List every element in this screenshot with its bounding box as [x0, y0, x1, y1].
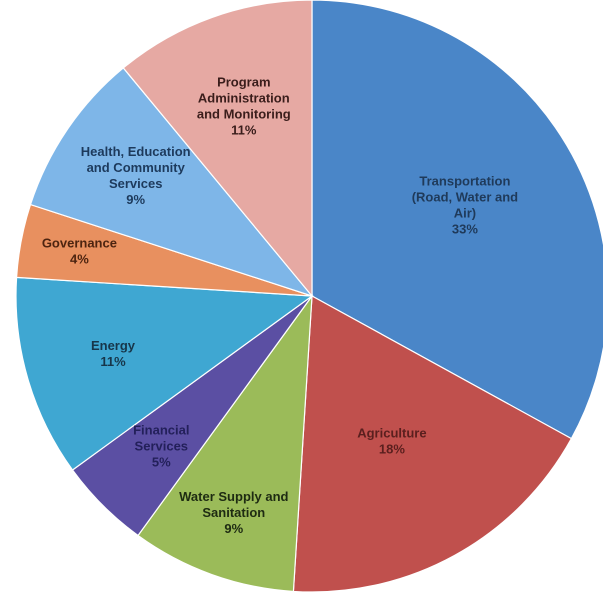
pie-slice-program — [122, 0, 313, 298]
pie-slice-transportation — [311, 0, 603, 440]
slice-label-governance: Governance 4% — [42, 236, 117, 267]
slice-label-water-supply-and: Water Supply and Sanitation 9% — [179, 489, 288, 536]
slice-label-financial: Financial Services 5% — [133, 423, 189, 470]
pie-labels: Transportation (Road, Water and Air) 33% Agr… — [42, 75, 518, 537]
pie-slices — [15, 0, 603, 593]
slice-name-label: Sanitation — [202, 505, 265, 520]
slice-name-label: and Community — [87, 160, 186, 175]
slice-name-label: Energy — [91, 338, 136, 353]
slice-name-label: Transportation — [419, 174, 510, 189]
slice-label-transportation: Transportation (Road, Water and Air) 33% — [412, 174, 518, 237]
pie-slice-energy — [15, 276, 314, 471]
slice-name-label: Air) — [454, 206, 476, 221]
slice-value-label: 4% — [70, 252, 89, 267]
pie-slice-water-supply-and — [137, 293, 313, 593]
slice-value-label: 18% — [379, 441, 405, 456]
pie-slice-health-education — [29, 67, 314, 298]
slice-name-label: Water Supply and — [179, 489, 288, 504]
slice-label-energy: Energy 11% — [91, 338, 136, 369]
slice-label-program: Program Administration and Monitoring 11% — [197, 75, 291, 138]
slice-name-label: Services — [109, 176, 163, 191]
slice-value-label: 11% — [100, 354, 126, 369]
slice-label-health-education: Health, Education and Community Services 9% — [81, 144, 191, 207]
slice-name-label: Services — [135, 439, 189, 454]
slice-name-label: Agriculture — [357, 425, 426, 440]
slice-value-label: 5% — [152, 455, 171, 470]
slice-value-label: 33% — [452, 222, 478, 237]
slice-label-agriculture: Agriculture 18% — [357, 425, 426, 456]
slice-name-label: (Road, Water and — [412, 190, 518, 205]
slice-name-label: and Monitoring — [197, 107, 291, 122]
slice-name-label: Administration — [198, 91, 290, 106]
slice-value-label: 9% — [126, 192, 145, 207]
slice-name-label: Health, Education — [81, 144, 191, 159]
pie-slice-agriculture — [292, 295, 573, 593]
slice-name-label: Program — [217, 75, 270, 90]
slice-name-label: Financial — [133, 423, 189, 438]
slice-value-label: 9% — [224, 521, 243, 536]
slice-name-label: Governance — [42, 236, 117, 251]
slice-value-label: 11% — [231, 123, 257, 138]
